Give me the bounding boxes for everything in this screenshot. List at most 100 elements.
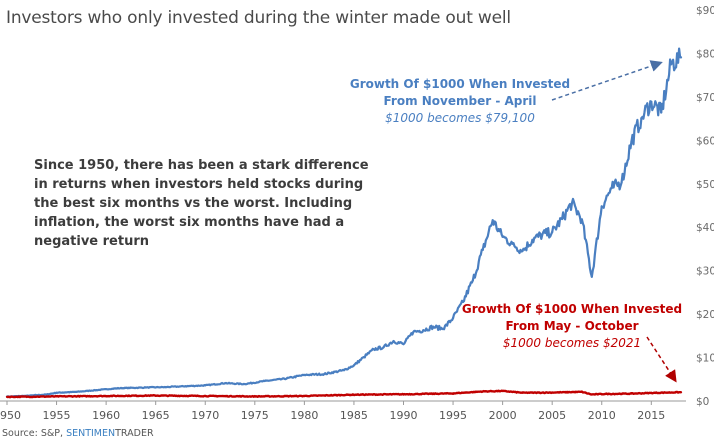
winter-data-point bbox=[402, 342, 405, 346]
winter-annotation-line1: Growth Of $1000 When Invested bbox=[350, 77, 570, 91]
winter-data-point bbox=[471, 279, 474, 282]
winter-data-point bbox=[501, 235, 504, 238]
x-tick-label: 2000 bbox=[489, 409, 517, 422]
winter-data-point bbox=[382, 346, 385, 349]
summer-data-point bbox=[451, 392, 455, 395]
y-tick-label: $30 bbox=[696, 266, 714, 278]
y-tick-label: $20 bbox=[696, 309, 714, 321]
winter-data-point bbox=[461, 300, 465, 304]
summer-data-point bbox=[481, 390, 484, 393]
x-tick-label: 1965 bbox=[142, 409, 170, 422]
winter-data-point bbox=[432, 325, 435, 328]
winter-data-point bbox=[55, 391, 58, 394]
winter-data-point bbox=[531, 238, 534, 241]
description-line: inflation, the worst six months have had… bbox=[34, 215, 345, 230]
winter-data-point bbox=[114, 387, 118, 390]
y-tick-label: $90 bbox=[696, 5, 714, 17]
y-tick-label: $10 bbox=[696, 353, 714, 365]
description-line: negative return bbox=[34, 234, 150, 249]
description-text: Since 1950, there has been a stark diffe… bbox=[34, 156, 369, 251]
winter-data-point bbox=[481, 248, 484, 251]
summer-data-point bbox=[551, 391, 554, 394]
x-tick-label: 2010 bbox=[588, 409, 616, 422]
source-prefix: Source: S&P, bbox=[2, 428, 67, 439]
summer-data-point bbox=[600, 392, 603, 396]
winter-data-point bbox=[352, 364, 356, 367]
winter-annotation-line2: From November - April bbox=[383, 94, 536, 108]
winter-data-point bbox=[323, 372, 326, 376]
description-line: the best six months vs the worst. Includ… bbox=[34, 196, 353, 211]
source-caption: Source: S&P, SENTIMENTRADER bbox=[2, 428, 154, 439]
winter-data-point bbox=[243, 382, 246, 386]
winter-data-point bbox=[521, 250, 524, 253]
winter-annotation-arrow bbox=[551, 60, 663, 101]
winter-data-point bbox=[451, 316, 455, 320]
winter-data-point bbox=[491, 219, 494, 222]
summer-data-point bbox=[501, 389, 504, 393]
summer-data-point bbox=[253, 395, 256, 398]
winter-data-point bbox=[392, 339, 395, 343]
winter-data-point bbox=[600, 205, 603, 208]
summer-data-point bbox=[521, 391, 524, 394]
x-tick-label: 1970 bbox=[191, 409, 219, 422]
summer-data-point bbox=[303, 394, 306, 398]
winter-data-point bbox=[362, 356, 365, 359]
summer-data-point bbox=[650, 391, 653, 395]
winter-data-point bbox=[442, 327, 445, 330]
x-tick-label: 2005 bbox=[538, 409, 566, 422]
winter-data-point bbox=[560, 217, 564, 221]
summer-annotation-line2: From May - October bbox=[505, 319, 638, 333]
winter-data-point bbox=[75, 390, 78, 393]
y-tick-label: $80 bbox=[696, 48, 714, 60]
summer-data-point bbox=[580, 390, 584, 393]
x-tick-label: 1950 bbox=[0, 409, 21, 422]
y-tick-label: $50 bbox=[696, 179, 714, 191]
summer-data-point bbox=[352, 393, 356, 396]
winter-data-point bbox=[679, 56, 683, 59]
summer-series-line bbox=[6, 389, 682, 399]
winter-data-point bbox=[144, 386, 147, 389]
summer-data-point bbox=[590, 393, 593, 396]
winter-data-point bbox=[372, 348, 375, 351]
winter-data-point bbox=[164, 385, 167, 389]
winter-data-point bbox=[184, 385, 187, 388]
source-brand-b: TRADER bbox=[115, 428, 154, 439]
description-line: in returns when investors held stocks du… bbox=[34, 177, 364, 192]
summer-data-point bbox=[55, 395, 58, 398]
summer-annotation-line3: $1000 becomes $2021 bbox=[503, 336, 641, 350]
summer-data-point bbox=[5, 395, 9, 398]
x-tick-label: 1960 bbox=[92, 409, 120, 422]
winter-data-point bbox=[511, 242, 514, 245]
summer-data-point bbox=[402, 393, 405, 396]
winter-data-point bbox=[124, 386, 128, 390]
x-tick-label: 1980 bbox=[290, 409, 318, 422]
summer-data-point bbox=[679, 391, 683, 394]
source-brand-a: SENTIMEN bbox=[66, 428, 116, 439]
winter-data-point bbox=[45, 393, 48, 396]
winter-data-point bbox=[342, 369, 346, 372]
winter-data-point bbox=[570, 201, 574, 204]
winter-data-point bbox=[95, 389, 98, 392]
x-tick-label: 1990 bbox=[389, 409, 417, 422]
winter-data-point bbox=[541, 233, 544, 236]
x-tick-label: 1955 bbox=[43, 409, 71, 422]
winter-data-point bbox=[223, 382, 227, 385]
summer-annotation-arrow bbox=[646, 336, 677, 383]
winter-data-point bbox=[263, 379, 266, 383]
y-tick-label: $40 bbox=[696, 222, 714, 234]
winter-data-point bbox=[640, 117, 643, 120]
winter-data-point bbox=[660, 111, 663, 114]
chart-title: Investors who only invested during the w… bbox=[6, 8, 511, 28]
x-tick-label: 1975 bbox=[241, 409, 269, 422]
summer-data-point bbox=[105, 394, 108, 398]
summer-data-point bbox=[630, 392, 633, 395]
winter-data-point bbox=[580, 218, 584, 221]
winter-data-point bbox=[630, 140, 633, 143]
winter-data-point bbox=[412, 330, 415, 334]
y-tick-label: $60 bbox=[696, 135, 714, 147]
x-tick-label: 1985 bbox=[340, 409, 368, 422]
winter-data-point bbox=[670, 63, 673, 66]
winter-data-point bbox=[551, 230, 554, 234]
description-line: Since 1950, there has been a stark diffe… bbox=[34, 158, 369, 173]
